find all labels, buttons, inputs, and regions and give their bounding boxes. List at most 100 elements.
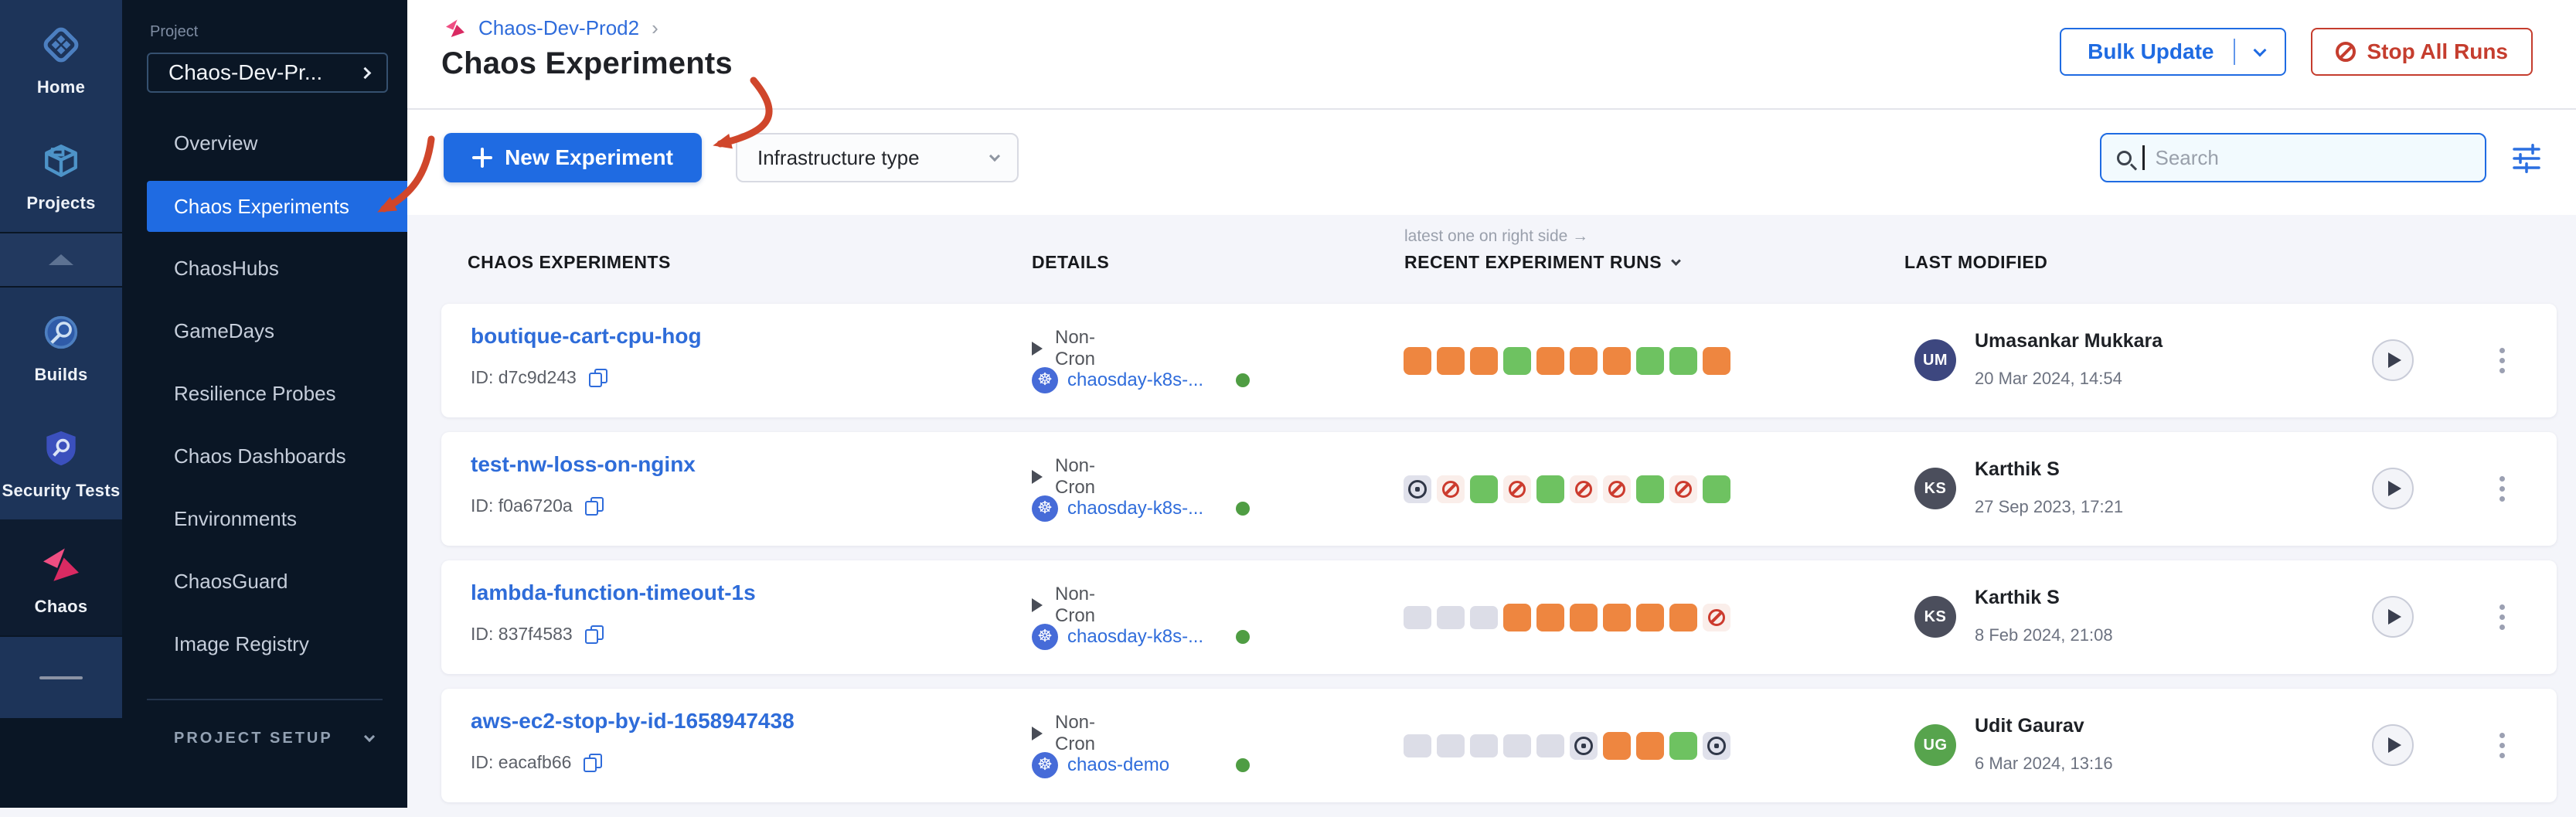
column-header-last-modified: LAST MODIFIED [1904,252,2047,273]
experiment-name-link[interactable]: test-nw-loss-on-nginx [471,452,696,477]
run-experiment-button[interactable] [2372,468,2414,509]
search-input[interactable] [2156,146,2470,170]
run-tile-error[interactable] [1570,475,1598,503]
project-selector[interactable]: Chaos-Dev-Pr... [147,53,388,93]
project-setup-toggle[interactable]: PROJECT SETUP [174,730,373,747]
infrastructure-type-select[interactable]: Infrastructure type [736,133,1019,182]
run-tile-empty [1437,734,1465,757]
user-name: Karthik S [1975,458,2060,481]
rail-item-projects[interactable]: Projects [0,116,122,232]
kebab-menu[interactable] [2486,689,2517,802]
run-tile-green[interactable] [1703,475,1730,503]
run-tile-error[interactable] [1669,475,1697,503]
run-tile-error[interactable] [1603,475,1631,503]
copy-icon[interactable] [585,497,604,516]
experiment-name-link[interactable]: aws-ec2-stop-by-id-1658947438 [471,709,795,734]
run-tile-orange[interactable] [1404,347,1431,375]
run-tile-green[interactable] [1669,347,1697,375]
run-tile-orange[interactable] [1636,732,1664,760]
stop-all-runs-button[interactable]: Stop All Runs [2311,28,2533,76]
run-tile-stopped[interactable] [1570,732,1598,760]
new-experiment-button[interactable]: New Experiment [444,133,702,182]
filter-icon[interactable] [2511,144,2542,173]
sidebar-item-image-registry[interactable]: Image Registry [122,613,407,676]
copy-icon[interactable] [589,369,607,387]
rail-collapse-button[interactable] [0,232,122,288]
sidebar-item-overview[interactable]: Overview [122,112,407,175]
experiment-name-link[interactable]: boutique-cart-cpu-hog [471,324,702,349]
run-tile-orange[interactable] [1570,604,1598,631]
play-triangle-icon [1032,470,1043,484]
kubernetes-icon: ☸ [1032,367,1058,393]
run-tile-green[interactable] [1636,347,1664,375]
experiment-id-label: ID: d7c9d243 [471,367,577,388]
run-tile-orange[interactable] [1636,604,1664,631]
run-tile-orange[interactable] [1536,604,1564,631]
run-tile-green[interactable] [1470,475,1498,503]
error-run-icon [1708,609,1725,626]
column-header-recent-runs[interactable]: RECENT EXPERIMENT RUNS [1404,252,1679,273]
run-tile-orange[interactable] [1603,347,1631,375]
breadcrumb-separator: › [652,16,658,40]
rail-item-security-tests[interactable]: Security Tests [0,403,122,519]
sidebar-item-chaoshubs[interactable]: ChaosHubs [122,237,407,300]
schedule-type-label: Non-Cron [1055,455,1095,499]
bulk-update-dropdown[interactable] [2235,49,2285,55]
play-icon [2388,609,2401,625]
infrastructure: ☸ chaosday-k8s-... [1032,367,1250,393]
rail-item-home[interactable]: Home [0,0,122,116]
run-experiment-button[interactable] [2372,339,2414,381]
infrastructure-link[interactable]: chaosday-k8s-... [1067,369,1236,391]
infrastructure-link[interactable]: chaosday-k8s-... [1067,498,1236,519]
run-tile-error[interactable] [1703,604,1730,631]
run-tile-green[interactable] [1536,475,1564,503]
run-experiment-button[interactable] [2372,596,2414,638]
main-content: Chaos-Dev-Prod2 › Chaos Experiments Bulk… [407,0,2576,808]
table-row: lambda-function-timeout-1s ID: 837f4583 … [441,560,2557,674]
run-tile-error[interactable] [1437,475,1465,503]
sidebar-item-chaos-dashboards[interactable]: Chaos Dashboards [122,425,407,488]
run-tile-orange[interactable] [1603,604,1631,631]
run-tile-orange[interactable] [1570,347,1598,375]
run-tile-orange[interactable] [1503,604,1531,631]
run-tile-orange[interactable] [1669,604,1697,631]
sidebar-item-resilience-probes[interactable]: Resilience Probes [122,363,407,425]
bulk-update-button[interactable]: Bulk Update [2060,28,2286,76]
run-experiment-button[interactable] [2372,724,2414,766]
experiment-name-link[interactable]: lambda-function-timeout-1s [471,580,756,605]
run-tile-orange[interactable] [1536,347,1564,375]
kebab-menu[interactable] [2486,304,2517,417]
rail-resize-handle[interactable] [39,676,83,679]
run-tile-error[interactable] [1503,475,1531,503]
sidebar-item-environments[interactable]: Environments [122,488,407,550]
home-icon [36,20,86,70]
run-tile-stopped[interactable] [1404,475,1431,503]
breadcrumb-project-link[interactable]: Chaos-Dev-Prod2 [478,16,639,40]
infrastructure-link[interactable]: chaosday-k8s-... [1067,626,1236,648]
infra-status-dot [1236,630,1250,644]
sidebar-item-chaos-experiments[interactable]: Chaos Experiments [147,181,407,232]
run-tile-orange[interactable] [1437,347,1465,375]
header-actions: Bulk Update Stop All Runs [2060,28,2533,76]
run-tile-empty [1503,734,1531,757]
kebab-menu[interactable] [2486,432,2517,546]
infrastructure-link[interactable]: chaos-demo [1067,754,1236,776]
run-tile-orange[interactable] [1470,347,1498,375]
run-tile-green[interactable] [1503,347,1531,375]
rail-item-chaos[interactable]: Chaos [0,519,122,635]
infrastructure: ☸chaos-demo [1032,752,1250,778]
avatar: KS [1914,468,1956,509]
sidebar-divider [147,699,383,700]
run-tile-green[interactable] [1636,475,1664,503]
sidebar-item-chaosguard[interactable]: ChaosGuard [122,550,407,613]
sidebar-item-gamedays[interactable]: GameDays [122,300,407,363]
kebab-menu[interactable] [2486,560,2517,674]
run-tile-orange[interactable] [1703,347,1730,375]
copy-icon[interactable] [584,754,602,772]
run-tile-orange[interactable] [1603,732,1631,760]
run-tile-green[interactable] [1669,732,1697,760]
security-tests-icon [36,424,86,473]
rail-item-builds[interactable]: Builds [0,288,122,403]
run-tile-stopped[interactable] [1703,732,1730,760]
copy-icon[interactable] [585,625,604,644]
